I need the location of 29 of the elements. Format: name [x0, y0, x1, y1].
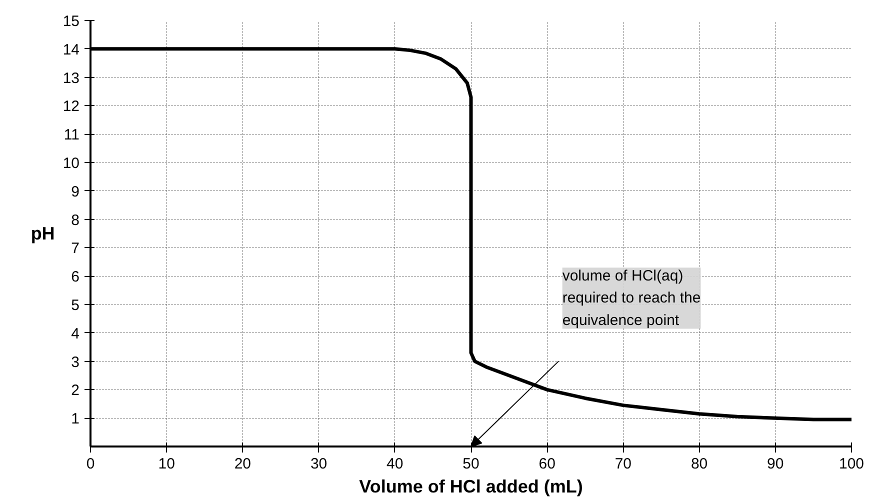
y-axis-title: pH: [30, 224, 55, 244]
x-tick-label: 30: [310, 456, 328, 472]
x-tick-label: 20: [234, 456, 252, 472]
y-tick-label: 2: [71, 382, 80, 400]
x-tick-label: 100: [838, 456, 864, 472]
y-tick-label: 5: [71, 297, 80, 314]
annotation: volume of HCl(aq) required to reach the equivalence point: [562, 268, 701, 329]
x-tick-label: 90: [767, 456, 784, 472]
y-tick-label: 15: [62, 13, 80, 30]
y-tick-label: 8: [71, 212, 80, 229]
y-tick-label: 1: [71, 410, 80, 428]
y-tick-label: 9: [71, 183, 80, 200]
y-tick-label: 14: [62, 41, 80, 58]
x-tick-label: 0: [86, 456, 95, 472]
y-tick-label: 11: [64, 126, 80, 144]
x-tick-label: 70: [614, 456, 632, 472]
x-tick-label: 60: [538, 456, 556, 472]
y-tick-label: 7: [71, 240, 80, 258]
x-tick-label: 40: [386, 456, 404, 472]
y-tick-label: 10: [62, 155, 80, 172]
y-tick-label: 6: [71, 268, 80, 286]
x-axis-title: Volume of HCl added (mL): [359, 476, 583, 496]
y-tick-label: 12: [62, 98, 80, 116]
x-tick-label: 50: [462, 456, 480, 472]
y-tick-label: 4: [71, 325, 80, 342]
y-tick-label: 3: [71, 354, 80, 371]
x-tick-label: 10: [158, 456, 175, 472]
y-tick-label: 13: [62, 70, 80, 87]
x-tick-label: 80: [690, 456, 708, 472]
